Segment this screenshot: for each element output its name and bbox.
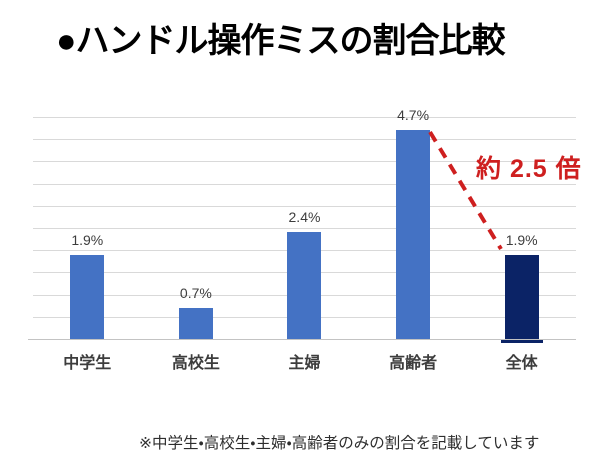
chart-title: ●ハンドル操作ミスの割合比較 [56, 22, 506, 60]
bar-slot-主婦: 2.4% [250, 117, 359, 339]
plot-area: 1.9% 0.7% 2.4% 4.7% 1.9% [28, 107, 576, 344]
bar-slot-高齢者: 4.7% [359, 107, 468, 339]
bar-高校生 [178, 307, 213, 339]
bars-container: 1.9% 0.7% 2.4% 4.7% 1.9% [33, 107, 576, 344]
category-label-全体: 全体 [505, 355, 538, 372]
category-label-主婦: 主婦 [288, 355, 321, 372]
bar-slot-中学生: 1.9% [33, 117, 142, 339]
bar-主婦 [287, 232, 322, 339]
gridline [33, 228, 576, 229]
category-label-高校生: 高校生 [171, 355, 220, 372]
category-label-中学生: 中学生 [63, 355, 112, 372]
bar-全体 [500, 254, 543, 344]
gridline [33, 139, 576, 141]
value-label-主婦: 2.4% [288, 209, 321, 226]
gridline [33, 205, 576, 207]
ratio-annotation-label: 約 2.5 倍 [476, 155, 582, 183]
x-axis-line [28, 339, 576, 340]
value-label-高校生: 0.7% [179, 284, 212, 301]
category-axis: 中学生 高校生 主婦 高齢者 全体 [33, 349, 576, 373]
value-label-全体: 1.9% [505, 231, 538, 248]
bar-高齢者 [396, 130, 431, 339]
value-label-高齢者: 4.7% [397, 107, 430, 124]
bar-slot-高校生: 0.7% [142, 117, 251, 339]
gridline [33, 161, 576, 163]
footnote: ※中学生・高校生・主婦・高齢者のみの割合を記載しています [139, 435, 540, 452]
value-label-中学生: 1.9% [71, 231, 104, 248]
gridline [33, 183, 576, 185]
category-label-高齢者: 高齢者 [389, 355, 438, 372]
bar-slot-全体: 1.9% [467, 117, 576, 344]
bar-中学生 [70, 254, 105, 339]
gridline [33, 117, 576, 118]
